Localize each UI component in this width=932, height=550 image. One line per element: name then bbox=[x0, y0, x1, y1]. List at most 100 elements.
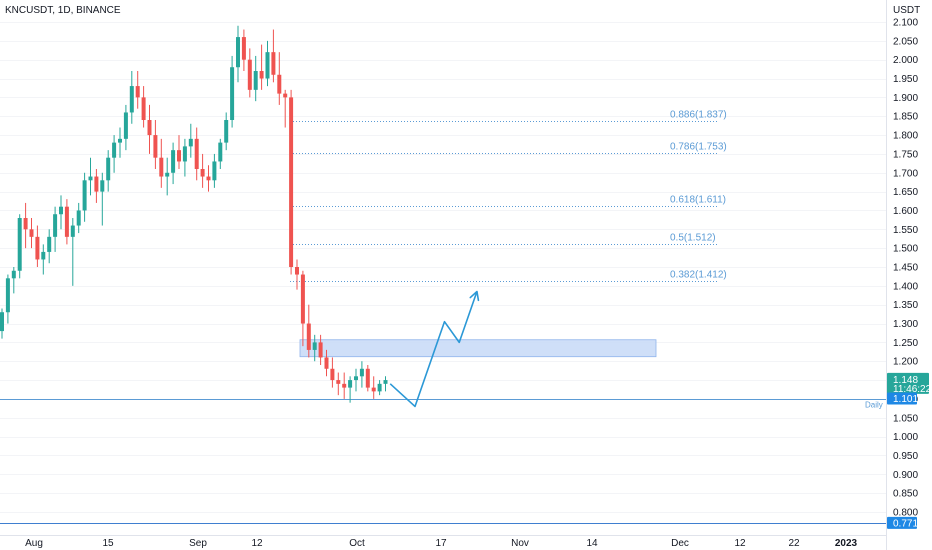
y-tick-label: 1.850 bbox=[893, 112, 918, 123]
candle-body bbox=[182, 146, 187, 162]
candle-body bbox=[147, 120, 152, 136]
fib-label: 0.886(1.837) bbox=[670, 110, 727, 121]
current-price-badge bbox=[887, 372, 929, 394]
y-tick-label: 1.050 bbox=[893, 413, 918, 424]
candle-body bbox=[365, 368, 370, 388]
x-tick-label: 15 bbox=[102, 538, 114, 549]
y-tick-label: 1.250 bbox=[893, 338, 918, 349]
candle-body bbox=[306, 323, 311, 350]
candle-body bbox=[112, 142, 117, 158]
candle-body bbox=[265, 52, 270, 79]
y-axis-unit: USDT bbox=[893, 5, 920, 16]
candle-body bbox=[5, 278, 10, 313]
candle-body bbox=[259, 71, 264, 79]
candle-body bbox=[129, 86, 134, 113]
x-tick-label: 17 bbox=[435, 538, 447, 549]
candle-body bbox=[88, 176, 93, 181]
candle-body bbox=[94, 176, 99, 192]
y-tick-label: 0.950 bbox=[893, 451, 918, 462]
candle-body bbox=[324, 357, 329, 369]
candle-body bbox=[29, 229, 34, 237]
y-tick-label: 1.700 bbox=[893, 168, 918, 179]
candle-body bbox=[312, 342, 317, 350]
candle-body bbox=[359, 368, 364, 377]
candle-body bbox=[336, 380, 341, 384]
y-tick-label: 1.400 bbox=[893, 281, 918, 292]
y-tick-label: 1.450 bbox=[893, 263, 918, 274]
price-badge-label: 1.101 bbox=[893, 394, 918, 405]
y-tick-label: 1.650 bbox=[893, 187, 918, 198]
candle-body bbox=[118, 138, 122, 143]
x-tick-label: Sep bbox=[189, 538, 207, 549]
daily-label: Daily bbox=[865, 401, 883, 410]
candle-body bbox=[318, 342, 323, 358]
supply-zone bbox=[299, 339, 657, 358]
candle-body bbox=[354, 376, 358, 381]
x-tick-label: 12 bbox=[734, 538, 746, 549]
candle-body bbox=[224, 120, 229, 143]
candle-body bbox=[295, 267, 299, 275]
candle-body bbox=[123, 112, 128, 139]
projection-arrowhead bbox=[469, 290, 480, 302]
candle-body bbox=[135, 86, 140, 98]
y-tick-label: 2.050 bbox=[893, 36, 918, 47]
candle-body bbox=[76, 210, 81, 226]
candle-body bbox=[194, 138, 199, 169]
y-tick-label: 1.000 bbox=[893, 432, 918, 443]
candle-body bbox=[47, 236, 52, 252]
candle-body bbox=[218, 142, 223, 162]
time-axis[interactable]: Aug 15 Sep 12 Oct 17 Nov 14 Dec 12 22 2023 bbox=[25, 538, 857, 549]
candle-body bbox=[70, 225, 75, 237]
candle-body bbox=[0, 312, 4, 332]
candle-body bbox=[17, 218, 22, 271]
x-tick-label: Dec bbox=[671, 538, 689, 549]
y-tick-label: 1.600 bbox=[893, 206, 918, 217]
zone-layer bbox=[299, 339, 657, 358]
candle-body bbox=[177, 150, 181, 162]
candle-body bbox=[253, 71, 258, 90]
candle-body bbox=[283, 93, 288, 98]
y-tick-label: 2.100 bbox=[893, 18, 918, 29]
y-tick-label: 1.750 bbox=[893, 149, 918, 160]
fib-label: 0.618(1.611) bbox=[670, 195, 726, 206]
candle-body bbox=[106, 157, 111, 181]
price-badge bbox=[887, 392, 917, 405]
candle-body bbox=[153, 135, 158, 158]
fib-label: 0.786(1.753) bbox=[670, 142, 727, 153]
chart-title: KNCUSDT, 1D, BINANCE bbox=[5, 5, 121, 16]
y-tick-label: 1.900 bbox=[893, 93, 918, 104]
projection-line bbox=[389, 291, 478, 408]
candles bbox=[0, 25, 388, 403]
candle-body bbox=[100, 180, 105, 192]
candle-body bbox=[383, 380, 388, 384]
candle-body bbox=[41, 251, 46, 260]
candle-body bbox=[53, 214, 58, 237]
price-badge-label: 0.771 bbox=[893, 518, 918, 529]
horizontal-lines: Daily bbox=[0, 399, 886, 524]
y-tick-label: 1.200 bbox=[893, 357, 918, 368]
x-tick-label: 2023 bbox=[835, 538, 858, 549]
current-price-label: 1.148 bbox=[893, 375, 918, 386]
x-tick-label: 12 bbox=[251, 538, 263, 549]
fib-layer: 0.886(1.837) 0.786(1.753) 0.618(1.611) 0.5(… bbox=[290, 110, 727, 282]
candle-body bbox=[348, 380, 353, 388]
candle-body bbox=[35, 236, 40, 260]
fib-label: 0.382(1.412) bbox=[670, 270, 727, 281]
candle-body bbox=[271, 52, 276, 75]
price-axis[interactable]: 2.100 2.050 2.000 1.950 1.900 1.850 1.800 1.750… bbox=[893, 18, 918, 519]
countdown-label: 11:46:22 bbox=[893, 384, 932, 395]
candle-body bbox=[188, 138, 193, 147]
candle-body bbox=[159, 157, 164, 177]
y-tick-label: 1.550 bbox=[893, 225, 918, 236]
candle-body bbox=[82, 180, 87, 211]
candle-body bbox=[230, 67, 235, 120]
candle-body bbox=[23, 218, 28, 230]
y-tick-label: 0.850 bbox=[893, 489, 918, 500]
projection-path bbox=[389, 290, 480, 408]
y-tick-label: 1.350 bbox=[893, 300, 918, 311]
x-tick-label: Oct bbox=[349, 538, 365, 549]
candle-body bbox=[371, 387, 376, 392]
candle-body bbox=[59, 206, 63, 215]
y-tick-label: 1.300 bbox=[893, 319, 918, 330]
